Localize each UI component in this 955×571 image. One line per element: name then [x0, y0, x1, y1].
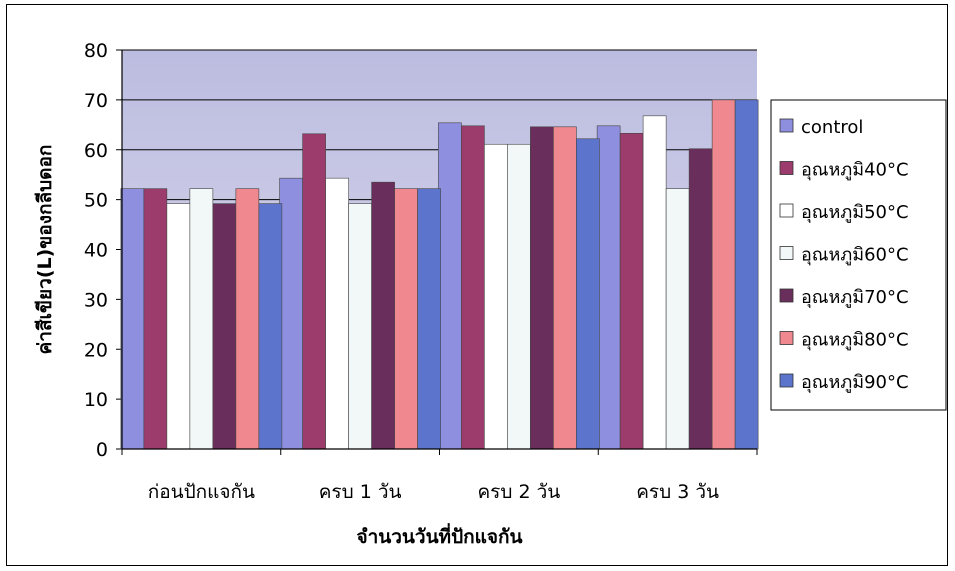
y-tick-label: 10 — [84, 389, 108, 411]
bar — [553, 126, 577, 450]
y-tick-label: 80 — [84, 40, 108, 62]
bar — [438, 122, 462, 450]
bar — [166, 203, 191, 450]
bar — [596, 125, 621, 450]
legend-swatch — [779, 161, 794, 175]
y-tick-label: 30 — [84, 289, 108, 311]
bar — [302, 133, 326, 450]
x-tick-label: ครบ 3 วัน — [636, 481, 719, 503]
bar — [507, 143, 531, 450]
legend-box — [770, 99, 947, 411]
bar — [665, 188, 690, 450]
bar — [143, 188, 168, 450]
bar — [530, 126, 554, 450]
x-axis-title: จำนวนวันที่ปักแจกัน — [356, 523, 522, 548]
y-tick-label: 60 — [84, 140, 108, 162]
bar — [734, 99, 759, 450]
legend-swatch — [779, 331, 794, 345]
bar — [711, 99, 736, 450]
bar — [688, 148, 713, 450]
bar — [394, 188, 418, 450]
legend: control อุณหภูมิ40°C อุณหภูมิ50°C อุณหภูมิ6… — [770, 99, 947, 411]
legend-label: control — [801, 117, 863, 138]
legend-label: อุณหภูมิ60°C — [801, 245, 909, 266]
bar — [576, 138, 600, 450]
legend-label: อุณหภูมิ70°C — [801, 287, 909, 308]
y-tick-label: 50 — [84, 190, 108, 212]
legend-swatch — [779, 246, 794, 260]
bar — [461, 125, 485, 450]
y-tick-label: 20 — [84, 339, 108, 361]
bar — [371, 181, 395, 450]
legend-label: อุณหภูมิ80°C — [801, 330, 909, 351]
legend-swatch — [779, 288, 794, 303]
axes — [121, 50, 758, 455]
legend-label: อุณหภูมิ50°C — [801, 202, 909, 223]
y-axis-title: ค่าสีเขียว(L)ของกลีบดอก — [34, 145, 56, 355]
y-tick-label: 0 — [96, 439, 108, 461]
bar — [484, 143, 508, 450]
legend-label: อุณหภูมิ40°C — [801, 160, 909, 181]
bar — [417, 188, 441, 450]
bar — [258, 203, 283, 450]
legend-swatch — [779, 373, 794, 388]
bar — [325, 177, 349, 450]
bar — [212, 203, 237, 450]
legend-label: อุณหภูมิ90°C — [801, 372, 909, 393]
bars — [120, 99, 759, 450]
y-tick-labels: 0 10 20 30 40 50 60 70 80 — [84, 40, 108, 461]
x-tick-label: ครบ 2 วัน — [477, 481, 560, 503]
x-tick-label: ก่อนปักแจกัน — [148, 481, 255, 503]
bar — [189, 188, 214, 450]
legend-swatch — [779, 203, 794, 218]
y-tick-label: 70 — [84, 90, 108, 112]
x-tick-label: ครบ 1 วัน — [319, 481, 402, 503]
bar — [120, 188, 145, 450]
legend-swatch — [779, 118, 794, 133]
x-tick-labels: ก่อนปักแจกัน ครบ 1 วัน ครบ 2 วัน ครบ 3 วัน — [148, 481, 719, 503]
bar — [279, 177, 303, 450]
bar — [235, 188, 260, 450]
y-tick-label: 40 — [84, 240, 108, 262]
bar — [642, 115, 667, 450]
bar — [348, 203, 372, 450]
bar — [619, 132, 644, 450]
